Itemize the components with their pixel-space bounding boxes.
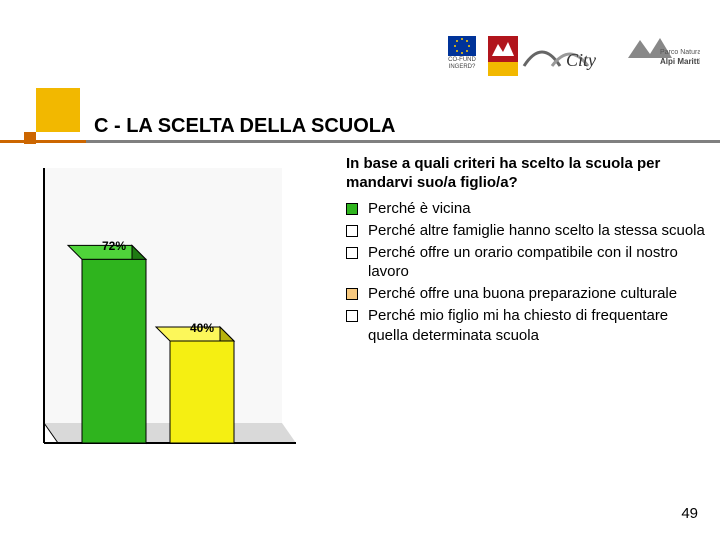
right-column: In base a quali criteri ha scelto la scu… (346, 155, 706, 348)
legend-swatch (346, 310, 358, 322)
eu-logo: CO-FUND INGERD? (440, 36, 484, 70)
logo-strip: CO-FUND INGERD? City Parco NaturaleAlpi … (440, 36, 700, 86)
bar-chart: 72%40% (42, 168, 302, 458)
alpcity-logo: City (522, 36, 618, 81)
section-title-text: C - LA SCELTA DELLA SCUOLA (94, 115, 395, 137)
legend-text: Perché offre una buona preparazione cult… (368, 285, 677, 302)
legend-item: Perché mio figlio mi ha chiesto di frequ… (346, 306, 706, 344)
legend-text: Perché offre un orario compatibile con i… (368, 244, 678, 280)
svg-text:City: City (566, 50, 596, 70)
slide: CO-FUND INGERD? City Parco NaturaleAlpi … (0, 0, 720, 540)
svg-text:Parco Naturale: Parco Naturale (660, 49, 700, 56)
legend: Perché è vicina Perché altre famiglie han… (346, 199, 706, 345)
question-text: In base a quali criteri ha scelto la scu… (346, 155, 706, 193)
region-logo (488, 36, 518, 81)
legend-swatch (346, 247, 358, 259)
legend-swatch (346, 203, 358, 215)
legend-item: Perché offre una buona preparazione cult… (346, 284, 706, 303)
underline-left (0, 140, 86, 143)
legend-item: Perché offre un orario compatibile con i… (346, 243, 706, 281)
section-title: C - LA SCELTA DELLA SCUOLA (94, 115, 395, 138)
deco-yellow-square (36, 88, 80, 132)
legend-text: Perché mio figlio mi ha chiesto di frequ… (368, 307, 668, 343)
title-underline (0, 140, 720, 143)
legend-text: Perché è vicina (368, 200, 471, 217)
underline-right (86, 140, 720, 143)
legend-item: Perché altre famiglie hanno scelto la st… (346, 221, 706, 240)
legend-swatch (346, 288, 358, 300)
bar-label: 40% (172, 321, 232, 335)
legend-item: Perché è vicina (346, 199, 706, 218)
legend-text: Perché altre famiglie hanno scelto la st… (368, 222, 705, 239)
svg-text:Alpi Marittime: Alpi Marittime (660, 57, 700, 66)
legend-swatch (346, 225, 358, 237)
eu-logo-caption: CO-FUND INGERD? (440, 57, 484, 70)
bar (42, 168, 302, 458)
page-number: 49 (681, 505, 698, 522)
alpi-marittime-logo: Parco NaturaleAlpi Marittime (622, 36, 700, 85)
bars: 72%40% (42, 168, 302, 458)
